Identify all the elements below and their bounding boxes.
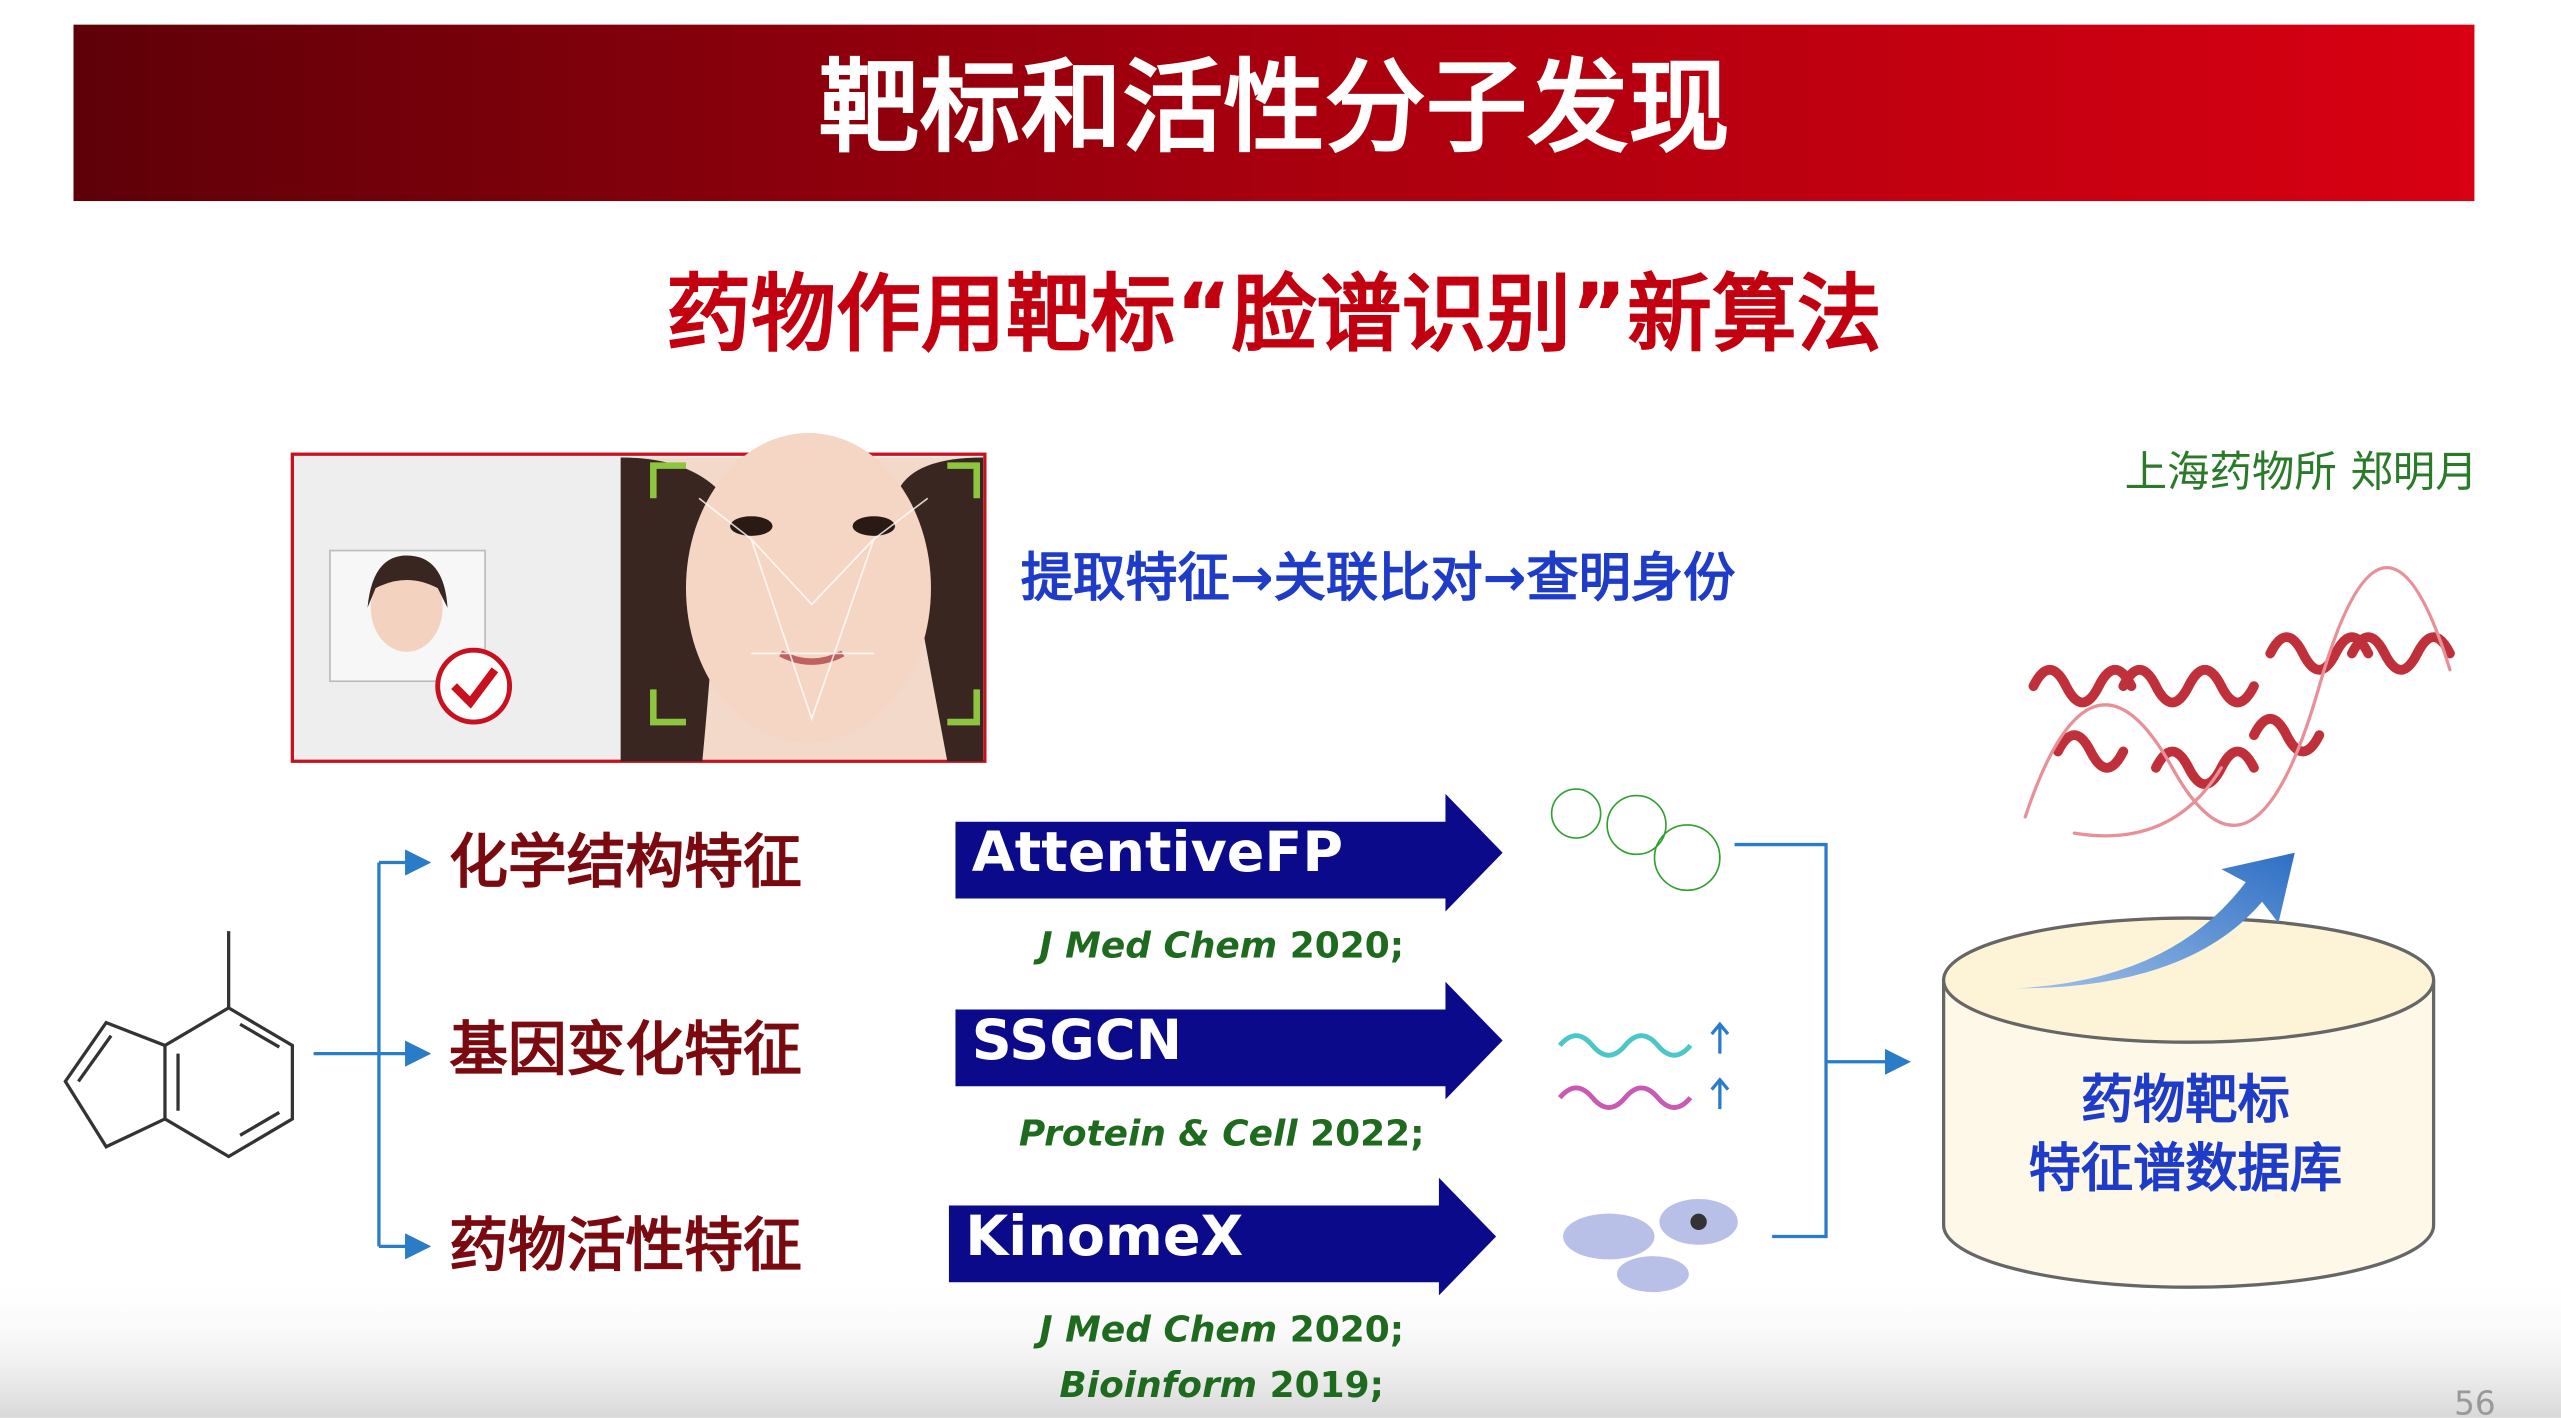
cylinder-top [1941, 916, 2436, 1044]
mouth [779, 650, 845, 665]
ring-6 [163, 1005, 294, 1159]
database-label: 药物靶标特征谱数据库 [2029, 1069, 2343, 1199]
method-arrow [948, 1177, 1497, 1296]
feature-rows: 化学结构特征 AttentiveFP J Med Chem 2020; 基因变化特征 S… [449, 793, 1503, 1406]
right-connectors [1734, 842, 1911, 1239]
connector [1734, 842, 1828, 1239]
dna [1557, 1085, 1693, 1110]
feature-label: 化学结构特征 [449, 827, 802, 896]
reference-journal: Bioinform [1059, 1365, 1257, 1406]
reference-journal: J Med Chem [1033, 1309, 1277, 1350]
author: 上海药物所 郑明月 [2125, 448, 2478, 497]
cylinder-body [1941, 980, 2436, 1289]
reference-year: 2020; [1290, 925, 1404, 966]
nucleus [1690, 1213, 1707, 1231]
reference: Protein & Cell 2022; [1019, 1113, 1425, 1154]
helices [2028, 632, 2455, 789]
reference-year: 2022; [1310, 1113, 1424, 1154]
pharmacophore [1606, 794, 1667, 856]
face-caption: 提取特征→关联比对→查明身份 [1021, 548, 1736, 609]
method-name: AttentiveFP [972, 820, 1343, 885]
cell [1563, 1213, 1655, 1260]
method-arrow [955, 793, 1503, 912]
molecule [63, 931, 294, 1159]
feature-label: 基因变化特征 [449, 1015, 802, 1084]
protein [2023, 565, 2455, 838]
thumb-hair [367, 555, 448, 608]
dna [1557, 1033, 1693, 1058]
reference-year: 2019; [1270, 1365, 1384, 1406]
reference-space [1277, 1309, 1290, 1350]
reference-year: 2020; [1290, 1309, 1404, 1350]
reference: J Med Chem 2020; [1033, 925, 1404, 966]
pharmacophore [1550, 788, 1602, 839]
database-line: 特征谱数据库 [2029, 1138, 2343, 1199]
page-number: 56 [2454, 1385, 2496, 1418]
eye [852, 516, 896, 536]
reference: Bioinform 2019; [1059, 1365, 1384, 1406]
face [685, 432, 931, 744]
reference-journal: Protein & Cell [1019, 1113, 1298, 1154]
reference: J Med Chem 2020; [1033, 1309, 1404, 1350]
detect-corners [650, 462, 980, 726]
database-line: 药物靶标 [2081, 1069, 2290, 1130]
reference-space [1298, 1113, 1311, 1154]
header-title: 靶标和活性分子发现 [818, 48, 1729, 166]
header-bar [73, 24, 2475, 202]
up-arrow [2017, 852, 2295, 989]
check-circle [435, 647, 513, 725]
subtitle: 药物作用靶标“脸谱识别”新算法 [666, 266, 1882, 365]
left-connectors [313, 849, 432, 1260]
reference-journal: J Med Chem [1033, 925, 1277, 966]
pharmacophore [1653, 824, 1721, 892]
method-name: KinomeX [965, 1204, 1243, 1269]
method-name: SSGCN [972, 1008, 1182, 1073]
database: 药物靶标特征谱数据库 [1941, 852, 2436, 1289]
face-image [290, 432, 987, 763]
feature-label: 药物活性特征 [449, 1211, 802, 1280]
face-mesh [698, 497, 929, 722]
method-arrow [955, 981, 1503, 1100]
double-bonds [176, 1022, 281, 1137]
thumb-face [370, 563, 443, 652]
eye [730, 516, 773, 536]
coils [2023, 565, 2452, 838]
reference-space [1257, 1365, 1270, 1406]
cell [1616, 1256, 1689, 1293]
up-arrows [1710, 1021, 1730, 1110]
check-mark [451, 667, 499, 709]
footer-shade [0, 1274, 2561, 1418]
ring-5 [63, 1020, 166, 1149]
feature-icons [1550, 788, 1738, 1293]
reference-space [1277, 925, 1290, 966]
